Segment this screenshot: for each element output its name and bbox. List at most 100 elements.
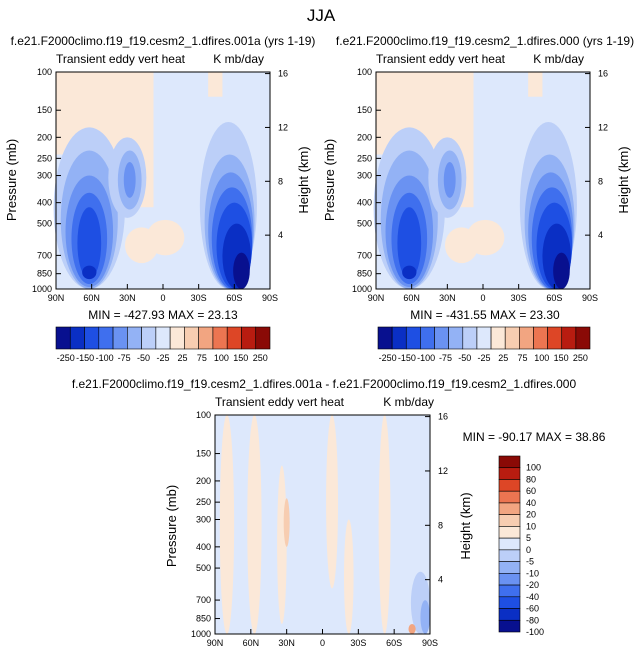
plot-axes: 90N 60N 30N 0 30S 60S 90S 100 150 200 250 300 400 500… bbox=[352, 67, 608, 303]
colorbar-swatch bbox=[498, 490, 521, 504]
x-tick-label: 0 bbox=[320, 638, 325, 648]
x-tick-label: 0 bbox=[160, 293, 165, 303]
colorbar-swatch bbox=[498, 573, 521, 586]
x-tick-label: 90S bbox=[582, 293, 598, 303]
clip-mask bbox=[56, 289, 270, 319]
colorbar-label: -60 bbox=[526, 604, 539, 614]
x-tick-label: 90S bbox=[422, 638, 438, 648]
colorbar-label: 250 bbox=[573, 353, 588, 363]
colorbar-label: -100 bbox=[96, 353, 114, 363]
y-tick-label: 250 bbox=[196, 497, 211, 507]
y-tick-label: 150 bbox=[357, 105, 372, 115]
y-tick-label: 700 bbox=[37, 250, 52, 260]
colorbar-label: 25 bbox=[177, 353, 187, 363]
colorbar-swatch bbox=[498, 561, 521, 574]
x-tick-label: 60N bbox=[83, 293, 100, 303]
colorbar-swatch bbox=[547, 326, 563, 350]
y2-tick-label: 12 bbox=[598, 122, 608, 132]
colorbar-swatch bbox=[498, 526, 521, 539]
y-tick-label: 1000 bbox=[32, 284, 52, 294]
y-tick-label: 1000 bbox=[352, 284, 372, 294]
colorbar-label: -100 bbox=[417, 353, 435, 363]
x-tick-label: 90S bbox=[262, 293, 278, 303]
y-tick-label: 200 bbox=[357, 132, 372, 142]
positive-region bbox=[283, 498, 290, 547]
colorbar-label: -25 bbox=[156, 353, 169, 363]
colorbar-swatch bbox=[169, 326, 185, 350]
colorbar-label: 5 bbox=[526, 533, 531, 543]
colorbar-swatch bbox=[498, 455, 521, 469]
minmax-text: MIN = -427.93 MAX = 23.13 bbox=[88, 308, 238, 322]
colorbar-swatch bbox=[498, 502, 521, 515]
y-tick-label: 300 bbox=[196, 514, 211, 524]
colorbar-swatch bbox=[519, 326, 534, 350]
x-tick-label: 30N bbox=[439, 293, 456, 303]
x-tick-label: 30S bbox=[191, 293, 207, 303]
y-tick-label: 400 bbox=[37, 198, 52, 208]
x-tick-label: 30S bbox=[350, 638, 366, 648]
colorbar-swatch bbox=[391, 326, 407, 350]
panel-right-label: K mb/day bbox=[213, 52, 264, 66]
y-tick-label: 150 bbox=[196, 449, 211, 459]
positive-region bbox=[466, 219, 505, 256]
colorbar-swatch bbox=[184, 326, 199, 350]
colorbar-label: -25 bbox=[477, 353, 490, 363]
x-tick-label: 60S bbox=[226, 293, 242, 303]
panel-right-label: K mb/day bbox=[383, 395, 434, 409]
y2-axis-label: Height (km) bbox=[296, 146, 311, 213]
colorbar-label: -150 bbox=[398, 353, 416, 363]
panel-left-label: Transient eddy vert heat bbox=[376, 52, 506, 66]
positive-region bbox=[219, 415, 235, 634]
y2-axis-label: Height (km) bbox=[458, 492, 473, 559]
colorbar-label: 40 bbox=[526, 498, 536, 508]
y2-tick-label: 8 bbox=[278, 176, 283, 186]
y-tick-label: 500 bbox=[37, 219, 52, 229]
panel-test: f.e21.F2000climo.f19_f19.cesm2_1.dfires.… bbox=[322, 34, 634, 363]
colorbar-label: -50 bbox=[137, 353, 150, 363]
colorbar: -250 -150 -100 -75 -50 -25 25 75 100 150 250 bbox=[377, 326, 591, 363]
y-tick-label: 1000 bbox=[191, 629, 211, 639]
negative-region bbox=[553, 252, 570, 289]
y-tick-label: 850 bbox=[357, 269, 372, 279]
y-tick-label: 200 bbox=[196, 476, 211, 486]
positive-region bbox=[247, 415, 262, 634]
y2-tick-label: 12 bbox=[438, 466, 448, 476]
y2-tick-label: 16 bbox=[438, 412, 448, 422]
contour-field bbox=[215, 415, 431, 658]
minmax-text: MIN = -431.55 MAX = 23.30 bbox=[410, 308, 560, 322]
colorbar-label: -10 bbox=[526, 568, 539, 578]
colorbar-swatch bbox=[69, 326, 85, 350]
colorbar-label: 75 bbox=[197, 353, 207, 363]
y-tick-label: 150 bbox=[37, 105, 52, 115]
y-tick-label: 100 bbox=[357, 67, 372, 77]
minmax-text: MIN = -90.17 MAX = 38.86 bbox=[463, 430, 606, 444]
figure-title: JJA bbox=[307, 6, 336, 25]
colorbar-label: -150 bbox=[76, 353, 94, 363]
panel-left-label: Transient eddy vert heat bbox=[215, 395, 345, 409]
colorbar-label: -250 bbox=[57, 353, 75, 363]
colorbar-swatch bbox=[241, 326, 257, 350]
y-tick-label: 700 bbox=[357, 250, 372, 260]
plot-axes: 90N 60N 30N 0 30S 60S 90S 100 150 200 250 300 400 500… bbox=[191, 410, 448, 648]
y-axis-label: Pressure (mb) bbox=[164, 485, 179, 567]
x-tick-label: 30N bbox=[119, 293, 136, 303]
colorbar-swatch bbox=[377, 326, 393, 350]
x-tick-label: 0 bbox=[480, 293, 485, 303]
y-tick-label: 100 bbox=[37, 67, 52, 77]
x-tick-label: 30S bbox=[511, 293, 527, 303]
positive-region bbox=[344, 519, 354, 634]
colorbar-label: 100 bbox=[526, 463, 541, 473]
negative-region bbox=[77, 207, 102, 280]
y-tick-label: 250 bbox=[37, 153, 52, 163]
colorbar-swatch bbox=[498, 584, 521, 598]
y-tick-label: 200 bbox=[37, 132, 52, 142]
panel-right-label: K mb/day bbox=[533, 52, 584, 66]
colorbar: -250 -150 -100 -75 -50 -25 25 75 100 150 250 bbox=[55, 326, 271, 363]
y-tick-label: 500 bbox=[357, 219, 372, 229]
x-tick-label: 90N bbox=[48, 293, 65, 303]
x-tick-label: 60S bbox=[386, 638, 402, 648]
contour-field bbox=[373, 72, 590, 319]
negative-region bbox=[402, 265, 417, 280]
positive-region bbox=[146, 219, 185, 256]
colorbar-swatch bbox=[490, 326, 506, 350]
